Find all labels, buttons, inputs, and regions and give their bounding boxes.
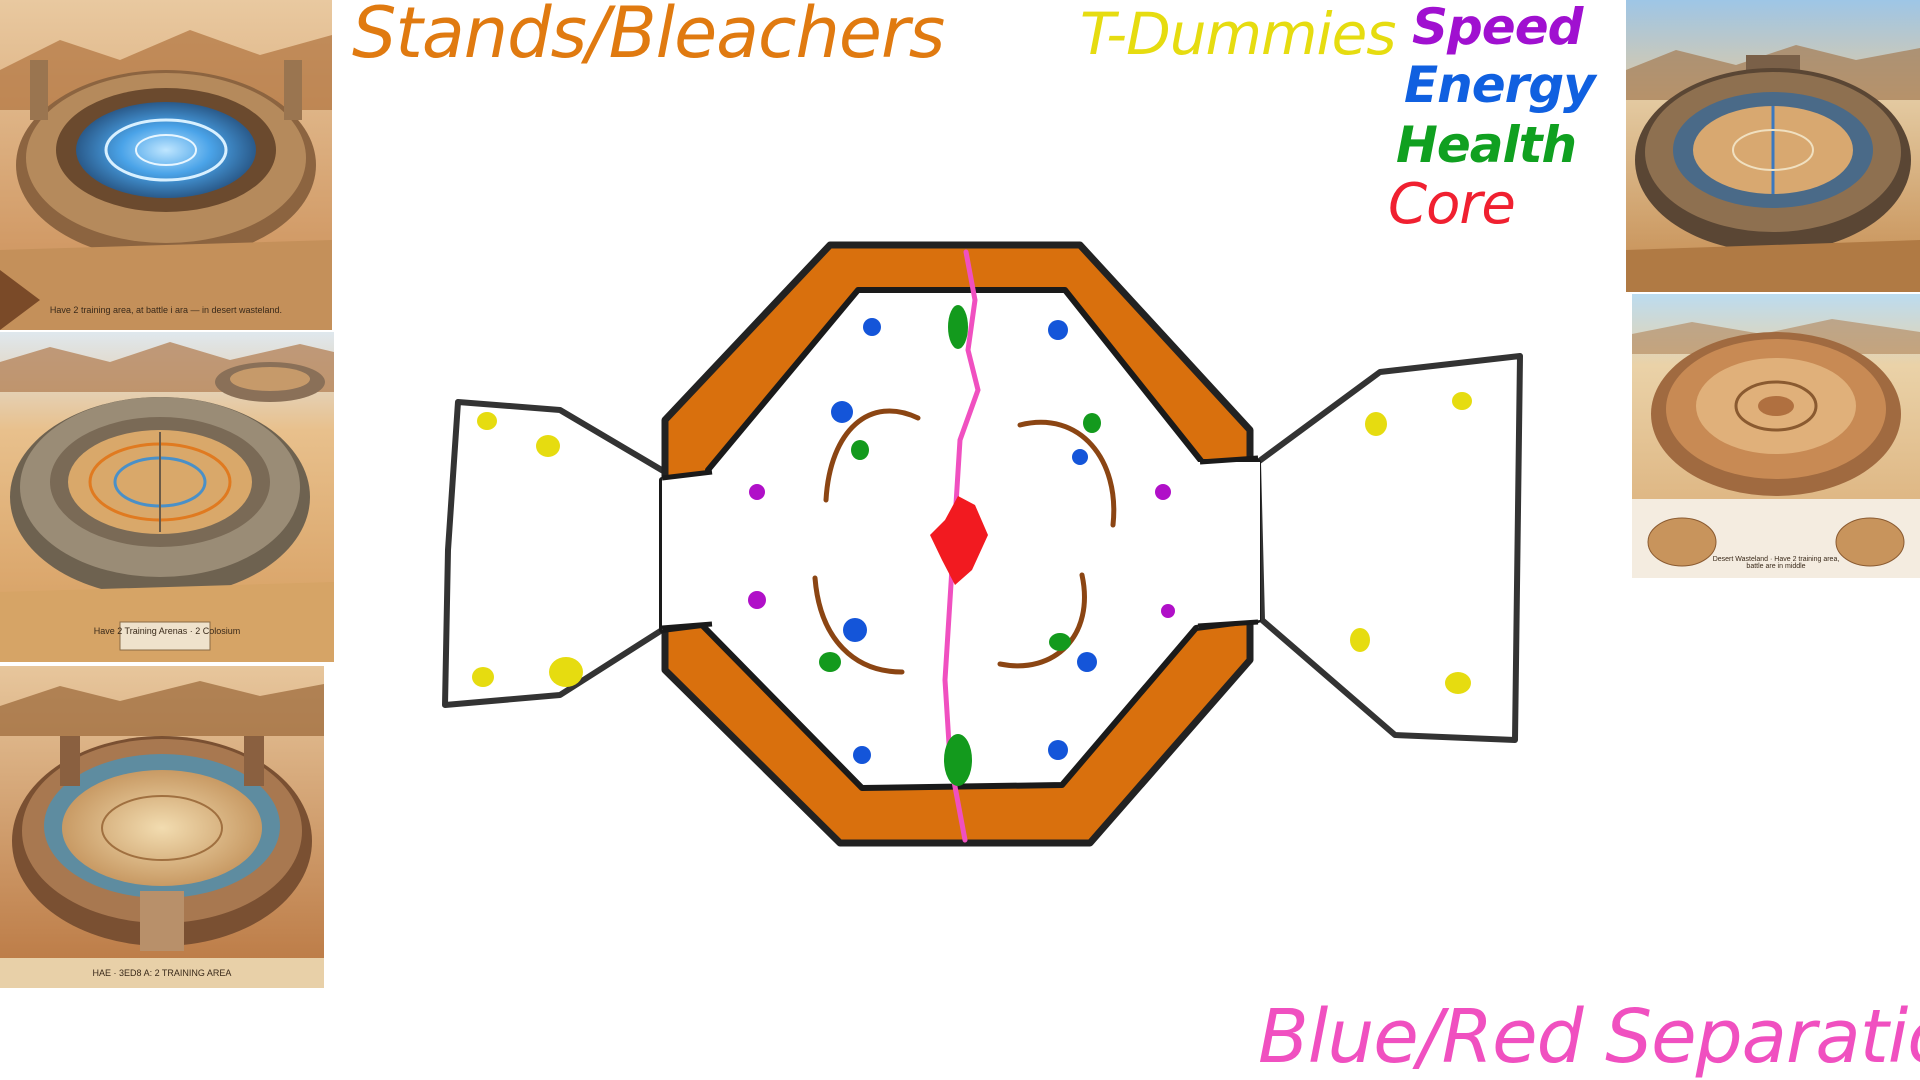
label-stands-bleachers: Stands/Bleachers bbox=[352, 0, 945, 74]
blue-red-separation-line bbox=[942, 249, 981, 843]
label-energy: Energy bbox=[1404, 56, 1596, 114]
speed-pickups bbox=[748, 484, 1175, 618]
left-training-wing bbox=[442, 399, 668, 708]
thumb-left-3-caption: HAE · 3ED8 A: 2 TRAINING AREA bbox=[92, 968, 232, 978]
thumb-left-3: HAE · 3ED8 A: 2 TRAINING AREA bbox=[0, 666, 324, 988]
thumb-left-1-caption: Have 2 training area, at battle i ara — … bbox=[49, 305, 283, 315]
label-blue-red-separation: Blue/Red Separation bbox=[1258, 994, 1920, 1080]
label-health: Health bbox=[1396, 116, 1577, 174]
thumb-left-1: Have 2 training area, at battle i ara — … bbox=[0, 0, 332, 330]
thumb-right-1 bbox=[1626, 0, 1920, 292]
energy-pickups bbox=[831, 318, 1097, 764]
core-marker bbox=[930, 496, 988, 585]
label-speed: Speed bbox=[1412, 0, 1583, 56]
t-dummy-markers bbox=[472, 392, 1472, 694]
label-t-dummies: T-Dummies bbox=[1080, 0, 1397, 68]
thumb-left-2-caption: Have 2 Training Arenas · 2 Colosium bbox=[93, 626, 241, 636]
label-core: Core bbox=[1388, 172, 1516, 237]
left-gate bbox=[662, 470, 712, 630]
thumb-right-2: Desert Wasteland · Have 2 training area,… bbox=[1632, 294, 1920, 578]
thumb-right-2-caption: Desert Wasteland · Have 2 training area,… bbox=[1712, 556, 1840, 570]
thumb-left-2: Have 2 Training Arenas · 2 Colosium bbox=[0, 332, 334, 662]
right-training-wing bbox=[1255, 353, 1523, 743]
health-pickups bbox=[819, 305, 1101, 786]
right-gate bbox=[1198, 462, 1260, 628]
